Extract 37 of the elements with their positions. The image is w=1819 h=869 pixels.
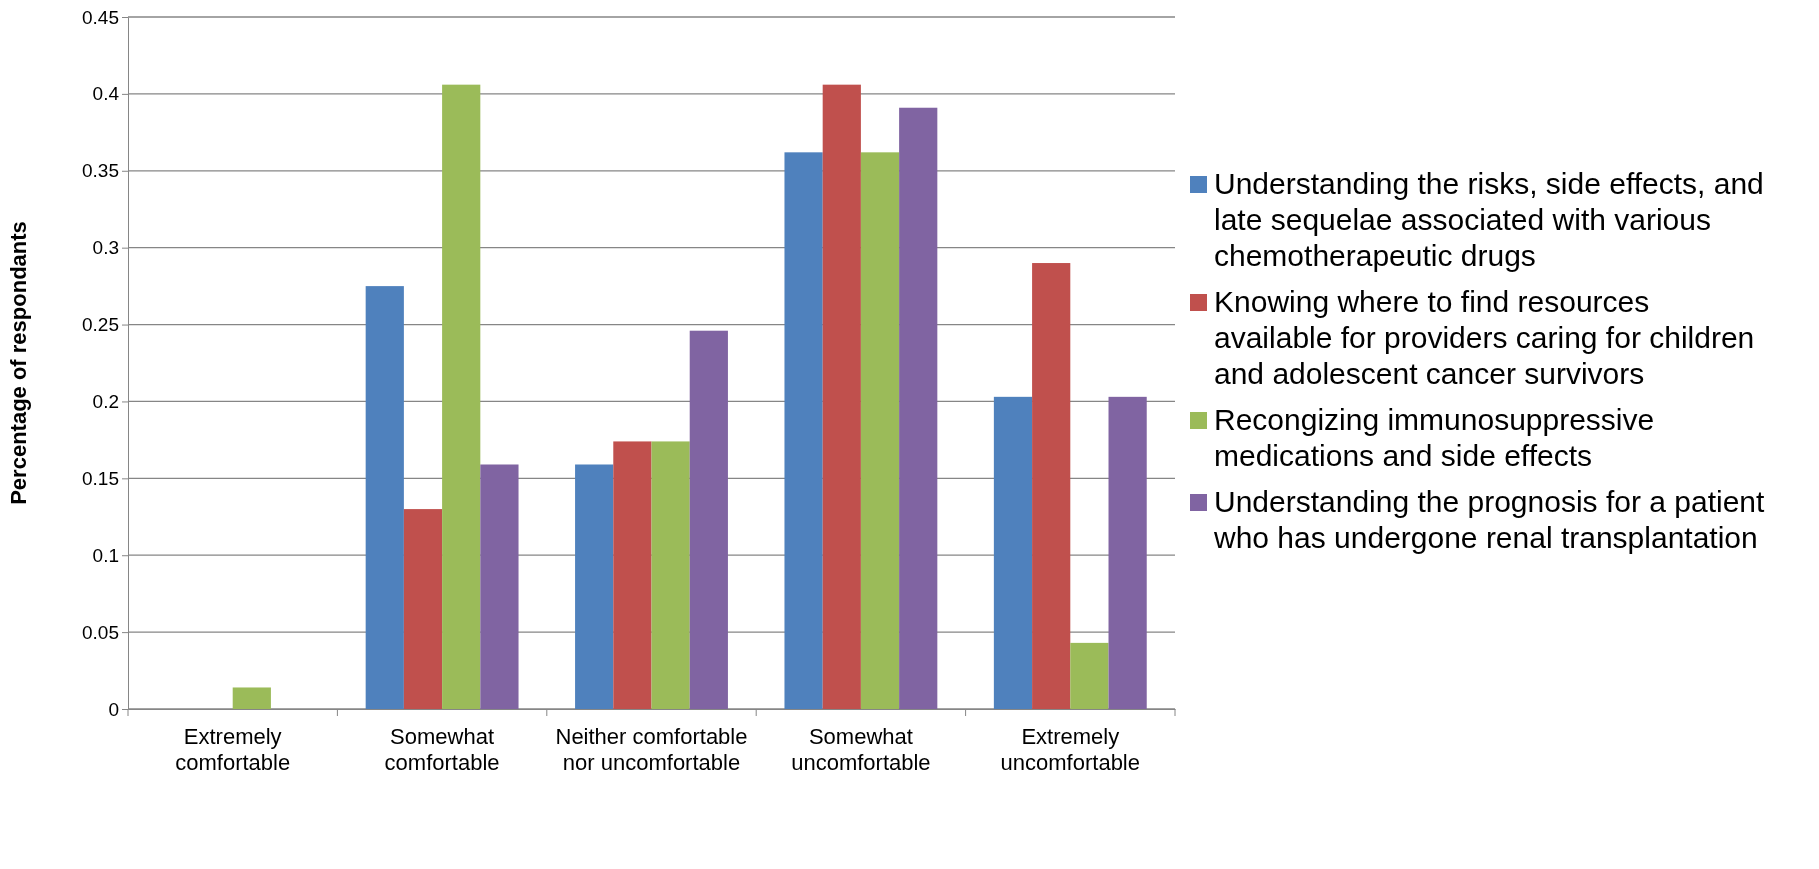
bar: [403, 509, 443, 709]
y-tick-label: 0.2: [92, 391, 119, 413]
bar: [575, 464, 614, 709]
x-tick-label: Extremely uncomfortable: [1000, 724, 1141, 776]
bar: [689, 330, 728, 709]
legend-label: Recongizing immunosuppressive medications and side effects: [1214, 403, 1655, 472]
bar: [993, 396, 1033, 709]
bar: [232, 687, 271, 709]
bar: [613, 441, 652, 709]
x-tick-label: Neither comfortable nor uncomfortable: [555, 724, 748, 776]
y-tick-label: 0.3: [92, 237, 119, 259]
y-tick-label: 0.35: [82, 160, 119, 182]
bar: [822, 84, 861, 709]
x-tick-label: Somewhat uncomfortable: [791, 724, 931, 776]
legend-label: Knowing where to find resources available for providers caring for children and adolescent cancer survivors: [1214, 285, 1755, 390]
y-tick-label: 0.05: [82, 621, 119, 643]
y-tick-label: 0: [108, 698, 119, 720]
bar: [480, 464, 519, 709]
x-tick-label: Somewhat comfortable: [384, 724, 500, 776]
legend-label: Understanding the prognosis for a patient who has undergone renal transplantation: [1213, 485, 1766, 554]
bar: [899, 107, 938, 709]
bar: [1032, 263, 1071, 709]
bar: [442, 84, 481, 709]
bar: [784, 152, 823, 709]
legend-label: Understanding the risks, side effects, and late sequelae associated with various chemotherapeutic drugs: [1214, 167, 1764, 272]
bar: [365, 286, 404, 709]
x-tick-label: Extremely comfortable: [175, 724, 291, 776]
y-tick-label: 0.15: [82, 467, 119, 489]
bar: [860, 152, 900, 709]
y-axis-title: Percentage of respondants: [6, 221, 31, 505]
y-tick-label: 0.4: [92, 83, 120, 105]
bar: [651, 441, 690, 709]
bar: [1108, 396, 1147, 709]
y-tick-label: 0.25: [82, 314, 119, 336]
y-tick-label: 0.1: [92, 544, 119, 566]
bar: [1070, 642, 1109, 709]
y-tick-label: 0.45: [82, 6, 119, 28]
